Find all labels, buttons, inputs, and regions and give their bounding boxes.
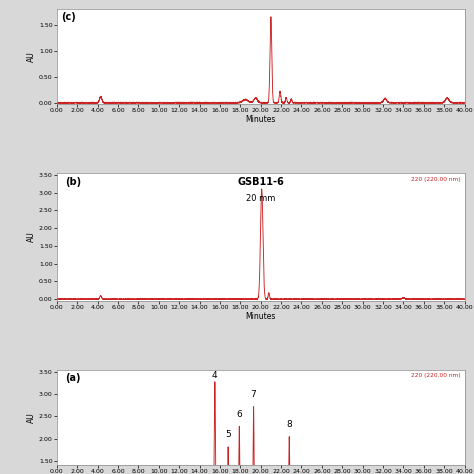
X-axis label: Minutes: Minutes [246,311,276,320]
Y-axis label: AU: AU [27,412,36,422]
Text: 6: 6 [237,410,242,419]
Text: 20 mm: 20 mm [246,193,275,202]
Text: 8: 8 [286,420,292,429]
Text: 5: 5 [225,430,231,439]
Y-axis label: AU: AU [27,232,36,242]
Text: GSB11-6: GSB11-6 [237,177,284,187]
Text: (c): (c) [61,12,76,22]
Text: 4: 4 [212,371,218,380]
Text: 220 (220.00 nm): 220 (220.00 nm) [411,177,460,182]
Y-axis label: AU: AU [27,52,36,62]
Text: (a): (a) [65,373,81,383]
X-axis label: Minutes: Minutes [246,115,276,124]
Text: 220 (220.00 nm): 220 (220.00 nm) [411,373,460,378]
Text: (b): (b) [65,177,81,187]
Text: 7: 7 [251,390,256,399]
